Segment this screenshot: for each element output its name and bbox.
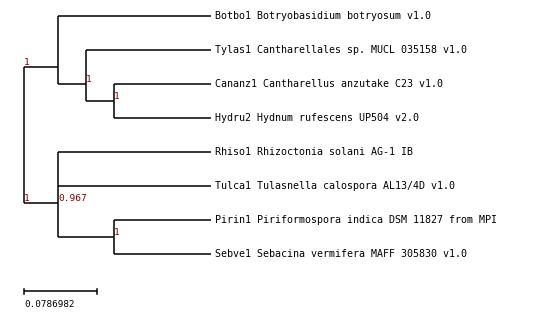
Text: 0.967: 0.967	[58, 194, 87, 203]
Text: 1: 1	[86, 75, 92, 84]
Text: 1: 1	[114, 228, 119, 237]
Text: Tylas1 Cantharellales sp. MUCL 035158 v1.0: Tylas1 Cantharellales sp. MUCL 035158 v1…	[215, 45, 466, 55]
Text: 0.0786982: 0.0786982	[24, 300, 75, 309]
Text: Sebve1 Sebacina vermifera MAFF 305830 v1.0: Sebve1 Sebacina vermifera MAFF 305830 v1…	[215, 249, 466, 259]
Text: Pirin1 Piriformospora indica DSM 11827 from MPI: Pirin1 Piriformospora indica DSM 11827 f…	[215, 215, 497, 225]
Text: Hydru2 Hydnum rufescens UP504 v2.0: Hydru2 Hydnum rufescens UP504 v2.0	[215, 113, 419, 123]
Text: 1: 1	[24, 58, 30, 67]
Text: 1: 1	[24, 194, 30, 203]
Text: Botbo1 Botryobasidium botryosum v1.0: Botbo1 Botryobasidium botryosum v1.0	[215, 11, 430, 21]
Text: Tulca1 Tulasnella calospora AL13/4D v1.0: Tulca1 Tulasnella calospora AL13/4D v1.0	[215, 181, 455, 191]
Text: 1: 1	[114, 92, 119, 101]
Text: Cananz1 Cantharellus anzutake C23 v1.0: Cananz1 Cantharellus anzutake C23 v1.0	[215, 79, 443, 89]
Text: Rhiso1 Rhizoctonia solani AG-1 IB: Rhiso1 Rhizoctonia solani AG-1 IB	[215, 147, 413, 157]
